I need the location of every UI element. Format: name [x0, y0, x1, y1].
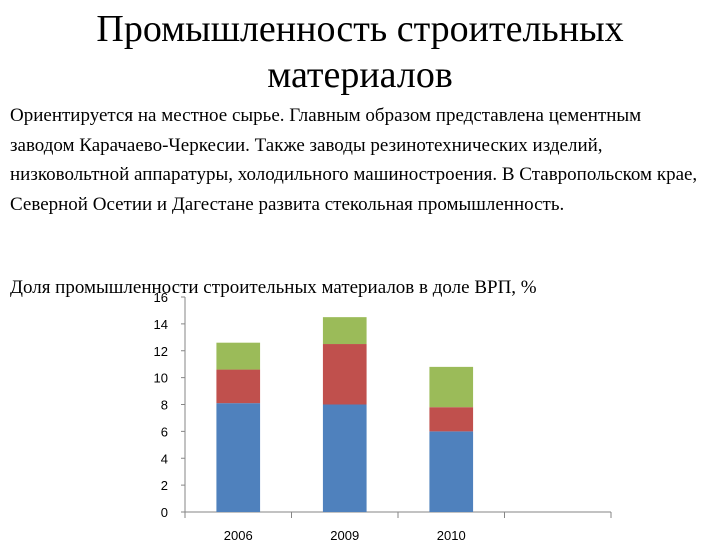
- y-tick-label: 6: [161, 424, 168, 439]
- bar-segment: [216, 342, 261, 370]
- x-tick-label: 2006: [224, 528, 253, 540]
- bar-segment: [429, 431, 474, 512]
- chart-caption: Доля промышленности строительных материа…: [10, 277, 537, 298]
- bar-segment: [429, 407, 474, 432]
- bar-segment: [216, 403, 261, 512]
- y-tick-label: 14: [154, 317, 168, 332]
- x-tick-label: 2010: [437, 528, 466, 540]
- x-tick-label: 2009: [330, 528, 359, 540]
- y-tick-label: 10: [154, 371, 168, 386]
- bar-segment: [322, 317, 367, 345]
- y-tick-label: 4: [161, 451, 168, 466]
- slide-paragraph: Ориентируется на местное сырье. Главным …: [10, 105, 698, 215]
- slide-title: Промышленность строительных материалов: [96, 8, 624, 96]
- y-tick-label: 2: [161, 478, 168, 493]
- bar-segment: [322, 404, 367, 512]
- bar-segment: [429, 366, 474, 408]
- bar-segment: [322, 344, 367, 405]
- y-tick-label: 16: [154, 290, 168, 305]
- y-tick-label: 0: [161, 505, 168, 520]
- y-tick-label: 12: [154, 344, 168, 359]
- bar-segment: [216, 369, 261, 404]
- y-tick-label: 8: [161, 398, 168, 413]
